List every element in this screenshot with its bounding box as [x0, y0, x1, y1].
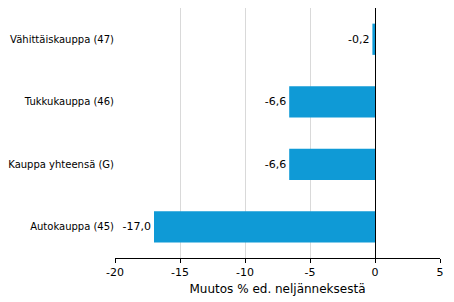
svg-text:-5: -5	[305, 266, 316, 279]
svg-text:Muutos % ed. neljänneksestä: Muutos % ed. neljänneksestä	[189, 282, 365, 296]
svg-text:Tukkukauppa (46): Tukkukauppa (46)	[24, 96, 114, 107]
svg-text:-15: -15	[171, 266, 189, 279]
svg-text:-17,0: -17,0	[123, 220, 151, 233]
svg-text:0: 0	[372, 266, 379, 279]
svg-text:-6,6: -6,6	[265, 158, 286, 171]
svg-text:-6,6: -6,6	[265, 95, 286, 108]
svg-text:-0,2: -0,2	[348, 33, 369, 46]
svg-text:Kauppa yhteensä (G): Kauppa yhteensä (G)	[8, 159, 114, 170]
svg-text:5: 5	[437, 266, 444, 279]
svg-text:Vähittäiskauppa (47): Vähittäiskauppa (47)	[10, 34, 114, 45]
svg-text:Autokauppa (45): Autokauppa (45)	[30, 221, 114, 232]
svg-text:-20: -20	[106, 266, 124, 279]
svg-text:-10: -10	[236, 266, 254, 279]
